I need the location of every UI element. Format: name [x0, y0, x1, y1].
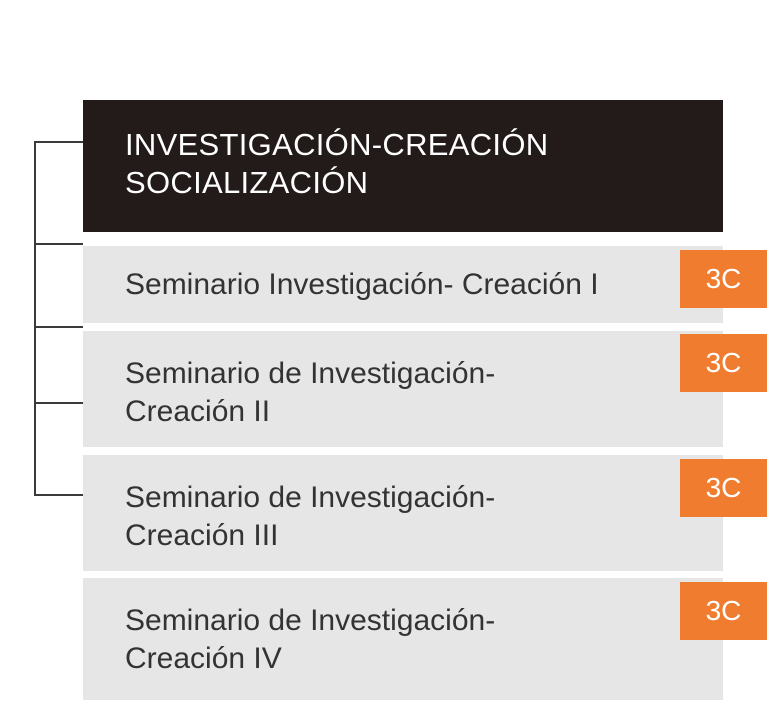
credit-badge: 3C — [680, 250, 767, 308]
course-name: Seminario de Investigación- Creación II — [125, 357, 496, 428]
connector-branch-course-1 — [34, 243, 83, 245]
course-item-4: Seminario de Investigación- Creación IV — [83, 578, 723, 700]
credit-badge: 3C — [680, 334, 767, 392]
course-item-1: Seminario Investigación- Creación I — [83, 246, 723, 323]
course-item-3: Seminario de Investigación- Creación III — [83, 455, 723, 571]
credit-badge: 3C — [680, 582, 767, 640]
course-item-2: Seminario de Investigación- Creación II — [83, 331, 723, 447]
course-name: Seminario de Investigación- Creación IV — [125, 604, 496, 675]
course-name: Seminario Investigación- Creación I — [125, 268, 599, 301]
section-header: INVESTIGACIÓN-CREACIÓN SOCIALIZACIÓN — [83, 100, 723, 232]
connector-branch-header — [34, 141, 83, 143]
course-name: Seminario de Investigación- Creación III — [125, 481, 496, 552]
connector-branch-course-2 — [34, 326, 83, 328]
connector-branch-course-2b — [34, 402, 83, 404]
connector-branch-course-3 — [34, 494, 83, 496]
credit-badge: 3C — [680, 459, 767, 517]
connector-vertical-line — [34, 141, 36, 496]
section-title: INVESTIGACIÓN-CREACIÓN SOCIALIZACIÓN — [125, 127, 549, 200]
